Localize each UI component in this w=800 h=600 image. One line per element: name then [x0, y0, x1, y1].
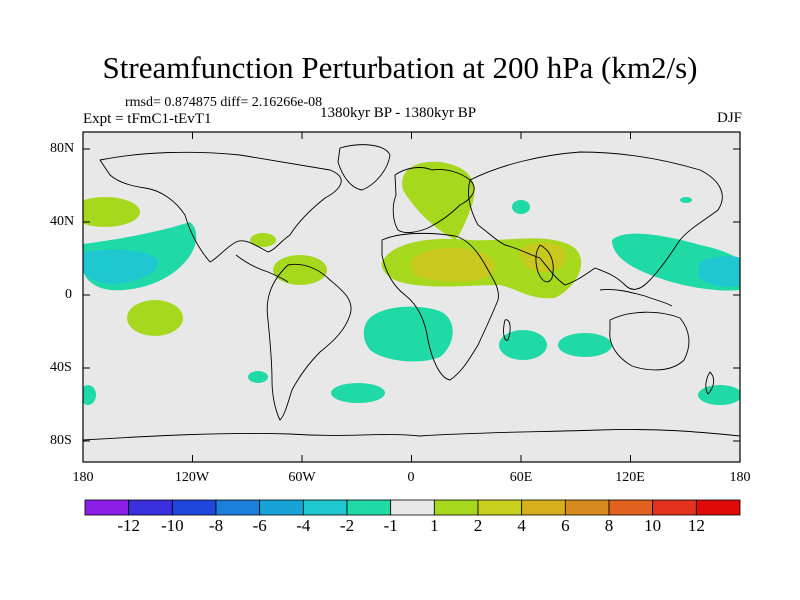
- season-label: DJF: [716, 110, 742, 126]
- colorbar-box: [128, 499, 173, 516]
- x-label-120e: 120E: [615, 470, 645, 485]
- colorbar-box: [521, 499, 566, 516]
- colorbar: [84, 499, 741, 516]
- colorbar-label: -4: [296, 516, 311, 535]
- coast-new-zealand: [705, 371, 715, 395]
- coast-australia: [609, 311, 690, 371]
- positive-anomaly-arabia-core: [410, 247, 496, 282]
- x-label-120w: 120W: [174, 470, 210, 485]
- colorbar-box: [564, 499, 610, 516]
- period-label: 1380kyr BP - 1380kyr BP: [320, 105, 477, 121]
- coast-antarctica: [83, 429, 740, 441]
- colorbar-label: -8: [208, 516, 224, 535]
- positive-anomaly-india-core: [519, 242, 567, 272]
- colorbar-label: 8: [604, 516, 614, 535]
- stats-text: rmsd= 0.874875 diff= 2.16266e-08: [125, 95, 323, 110]
- negative-anomaly-south-indian: [499, 330, 547, 360]
- colorbar-box: [433, 499, 479, 516]
- colorbar-box: [346, 499, 392, 516]
- colorbar-box: [215, 499, 261, 516]
- colorbar-box: [608, 499, 654, 516]
- coast-greenland: [337, 144, 391, 191]
- positive-anomaly-caribbean: [273, 255, 327, 285]
- colorbar-box: [390, 499, 435, 516]
- coast-europe: [392, 167, 475, 234]
- x-label-60e: 60E: [509, 470, 533, 485]
- coast-south-america: [266, 263, 352, 421]
- coast-central-america: [235, 254, 289, 283]
- y-ticks: [83, 148, 740, 442]
- colorbar-label: 12: [687, 516, 705, 535]
- negative-anomaly-south-atlantic: [363, 306, 453, 362]
- experiment-label: Expt = tFmC1-tEvT1: [83, 111, 212, 127]
- coast-north-america: [99, 151, 342, 263]
- colorbar-label: 6: [561, 516, 570, 535]
- colorbar-label: -6: [252, 516, 267, 535]
- colorbar-label: 2: [473, 516, 483, 535]
- x-label-0: 0: [407, 470, 415, 485]
- coastlines: [83, 144, 740, 441]
- coast-madagascar: [503, 319, 511, 341]
- colorbar-label: -1: [383, 516, 398, 535]
- colorbar-box: [302, 499, 348, 516]
- colorbar-box: [695, 499, 741, 516]
- colorbar-box: [259, 499, 304, 516]
- y-label-0: 0: [65, 287, 72, 302]
- negative-anomaly-patagonia: [248, 371, 268, 383]
- coast-asia: [467, 151, 723, 290]
- negative-anomaly-south-atlantic-west: [331, 383, 385, 403]
- positive-anomaly-gulf: [250, 233, 276, 247]
- negative-anomaly-southeast-pacific: [698, 385, 740, 405]
- x-label-180w: 180: [72, 470, 94, 485]
- colorbar-box: [84, 499, 130, 516]
- colorbar-box: [171, 499, 217, 516]
- coast-india: [535, 244, 554, 283]
- colorbar-label: -2: [339, 516, 355, 535]
- positive-anomaly-east-pacific: [127, 300, 183, 336]
- x-label-180e: 180: [729, 470, 751, 485]
- positive-anomaly-europe: [402, 161, 475, 240]
- colorbar-box: [652, 499, 697, 516]
- negative-anomaly-south-pacific-west: [83, 385, 96, 405]
- coast-africa: [381, 232, 499, 381]
- y-label-80n: 80N: [50, 141, 75, 156]
- colorbar-box: [477, 499, 523, 516]
- y-label-40n: 40N: [50, 214, 75, 229]
- negative-anomaly-pacific-east-core: [698, 256, 740, 287]
- contour-fields: [83, 161, 740, 405]
- positive-anomaly-north-pacific: [83, 197, 140, 227]
- x-label-60w: 60W: [288, 470, 316, 485]
- colorbar-label: 10: [644, 516, 662, 535]
- colorbar-label: -12: [117, 516, 140, 535]
- y-label-40s: 40S: [50, 360, 72, 375]
- colorbar-label: 4: [517, 516, 526, 535]
- x-ticks: [82, 132, 741, 462]
- colorbar-label: 1: [430, 516, 439, 535]
- y-label-80s: 80S: [50, 433, 72, 448]
- negative-anomaly-south-indian-east: [558, 333, 612, 357]
- negative-anomaly-mediterranean: [512, 200, 530, 214]
- colorbar-label: -10: [160, 516, 184, 535]
- negative-anomaly-japan: [680, 197, 692, 203]
- negative-anomaly-pacific-west-core: [83, 249, 159, 284]
- coast-indonesia: [599, 289, 673, 307]
- map-title: Streamfunction Perturbation at 200 hPa (…: [102, 50, 698, 85]
